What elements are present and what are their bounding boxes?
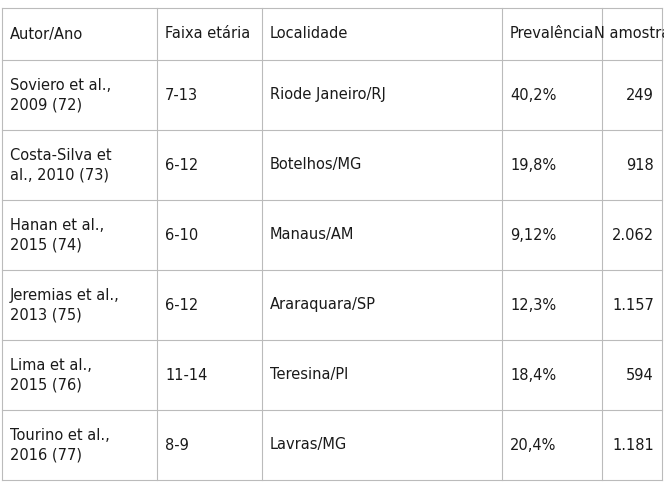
- Text: Localidade: Localidade: [270, 26, 349, 41]
- Text: 594: 594: [626, 367, 654, 383]
- Text: 40,2%: 40,2%: [510, 87, 556, 102]
- Text: 1.157: 1.157: [612, 298, 654, 312]
- Text: Lima et al.,
2015 (76): Lima et al., 2015 (76): [10, 358, 92, 392]
- Text: 11-14: 11-14: [165, 367, 207, 383]
- Text: 2.062: 2.062: [612, 227, 654, 243]
- Text: Botelhos/MG: Botelhos/MG: [270, 158, 363, 172]
- Text: Riode Janeiro/RJ: Riode Janeiro/RJ: [270, 87, 386, 102]
- Text: Faixa etária: Faixa etária: [165, 26, 250, 41]
- Text: Teresina/PI: Teresina/PI: [270, 367, 349, 383]
- Text: Araraquara/SP: Araraquara/SP: [270, 298, 376, 312]
- Text: 18,4%: 18,4%: [510, 367, 556, 383]
- Text: Lavras/MG: Lavras/MG: [270, 438, 347, 452]
- Text: 9,12%: 9,12%: [510, 227, 556, 243]
- Text: 1.181: 1.181: [612, 438, 654, 452]
- Text: Prevalência: Prevalência: [510, 26, 594, 41]
- Text: N amostra: N amostra: [594, 26, 664, 41]
- Text: Jeremias et al.,
2013 (75): Jeremias et al., 2013 (75): [10, 287, 120, 323]
- Text: 6-10: 6-10: [165, 227, 199, 243]
- Text: Hanan et al.,
2015 (74): Hanan et al., 2015 (74): [10, 218, 104, 252]
- Text: 20,4%: 20,4%: [510, 438, 556, 452]
- Text: 7-13: 7-13: [165, 87, 198, 102]
- Text: 6-12: 6-12: [165, 158, 199, 172]
- Text: Costa-Silva et
al., 2010 (73): Costa-Silva et al., 2010 (73): [10, 147, 112, 183]
- Text: 8-9: 8-9: [165, 438, 189, 452]
- Text: 249: 249: [626, 87, 654, 102]
- Text: Manaus/AM: Manaus/AM: [270, 227, 355, 243]
- Text: Autor/Ano: Autor/Ano: [10, 26, 83, 41]
- Text: 19,8%: 19,8%: [510, 158, 556, 172]
- Text: 918: 918: [626, 158, 654, 172]
- Text: Tourino et al.,
2016 (77): Tourino et al., 2016 (77): [10, 427, 110, 463]
- Text: 12,3%: 12,3%: [510, 298, 556, 312]
- Text: Soviero et al.,
2009 (72): Soviero et al., 2009 (72): [10, 78, 111, 112]
- Text: 6-12: 6-12: [165, 298, 199, 312]
